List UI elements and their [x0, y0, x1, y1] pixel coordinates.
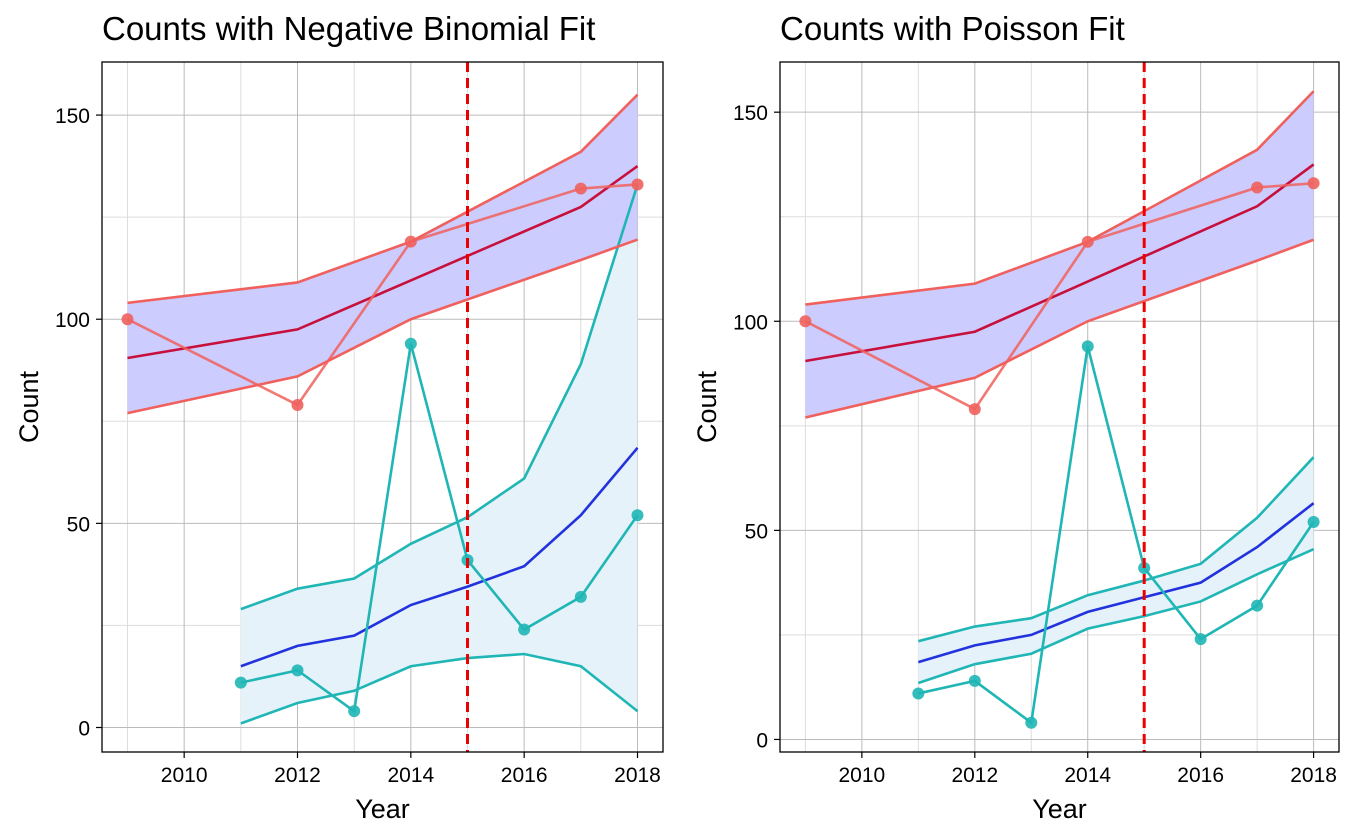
- teal-observed-point: [1025, 716, 1038, 729]
- x-tick-label: 2014: [1064, 764, 1111, 787]
- x-tick-label: 2016: [1177, 764, 1224, 787]
- y-axis-title: Count: [14, 370, 44, 443]
- x-tick-label: 2018: [1290, 764, 1337, 787]
- red-lower-bound-line: [127, 238, 638, 415]
- x-tick-label: 2018: [614, 764, 661, 787]
- red-lower-bound-line: [805, 238, 1315, 419]
- x-tick-label: 2010: [839, 764, 886, 787]
- teal-observed-line: [240, 343, 639, 714]
- chart-panel-2: Counts with Poisson Fit 2010 2012 2014 2016 2…: [692, 10, 1340, 824]
- plot-border: [779, 61, 1340, 753]
- y-tick-label: 50: [67, 513, 90, 536]
- red-observed-point: [404, 235, 417, 248]
- chart-title: Counts with Poisson Fit: [780, 10, 1125, 47]
- y-tick-label: 50: [745, 520, 768, 543]
- red-confidence-band: [127, 94, 638, 414]
- x-tick-label: 2012: [951, 764, 998, 787]
- x-tick-label: 2016: [501, 764, 548, 787]
- teal-observed-point: [968, 674, 981, 687]
- x-axis-title: Year: [1032, 794, 1087, 824]
- teal-fit-line: [917, 502, 1315, 664]
- teal-confidence-band: [918, 457, 1314, 683]
- teal-observed-point: [1081, 340, 1094, 353]
- red-observed-point: [1081, 235, 1094, 248]
- x-axis-title: Year: [355, 794, 410, 824]
- teal-observed-point: [912, 687, 925, 700]
- y-tick-label: 0: [78, 718, 90, 741]
- plot-border: [101, 61, 664, 753]
- teal-observed-point: [574, 590, 587, 603]
- teal-lower-bound-line: [240, 652, 639, 725]
- teal-upper-bound-line: [240, 184, 639, 611]
- red-observed-point: [1251, 181, 1264, 194]
- chart-panel-1: Counts with Negative Binomial Fit 2010 201…: [14, 10, 664, 824]
- y-tick-label: 0: [756, 729, 768, 752]
- y-tick-label: 150: [55, 105, 90, 128]
- x-tick-label: 2014: [387, 764, 434, 787]
- red-fit-line: [127, 165, 639, 360]
- red-observed-point: [968, 403, 981, 416]
- red-observed-point: [631, 178, 644, 191]
- red-observed-point: [799, 315, 812, 328]
- red-fit-line: [805, 163, 1315, 363]
- teal-observed-point: [1194, 633, 1207, 646]
- x-tick-label: 2012: [274, 764, 321, 787]
- y-tick-label: 150: [733, 102, 768, 125]
- red-observed-point: [291, 398, 304, 411]
- teal-observed-line: [918, 346, 1315, 726]
- chart-title: Counts with Negative Binomial Fit: [102, 10, 595, 47]
- red-confidence-band: [805, 91, 1314, 418]
- y-tick-label: 100: [733, 311, 768, 334]
- red-observed-point: [121, 313, 134, 326]
- teal-observed-point: [1251, 599, 1264, 612]
- teal-upper-bound-line: [918, 456, 1315, 643]
- teal-observed-point: [404, 337, 417, 350]
- teal-observed-point: [234, 676, 247, 689]
- teal-observed-point: [518, 623, 531, 636]
- teal-observed-point: [631, 509, 644, 522]
- y-tick-label: 100: [55, 309, 90, 332]
- teal-observed-point: [1307, 516, 1320, 528]
- teal-observed-point: [348, 705, 361, 718]
- teal-lower-bound-line: [917, 547, 1315, 685]
- teal-confidence-band: [240, 184, 638, 724]
- red-observed-point: [1307, 177, 1320, 190]
- y-axis-title: Count: [692, 370, 722, 443]
- teal-fit-line: [240, 446, 639, 668]
- teal-observed-point: [291, 664, 304, 677]
- red-observed-point: [574, 182, 587, 195]
- x-tick-label: 2010: [161, 764, 208, 787]
